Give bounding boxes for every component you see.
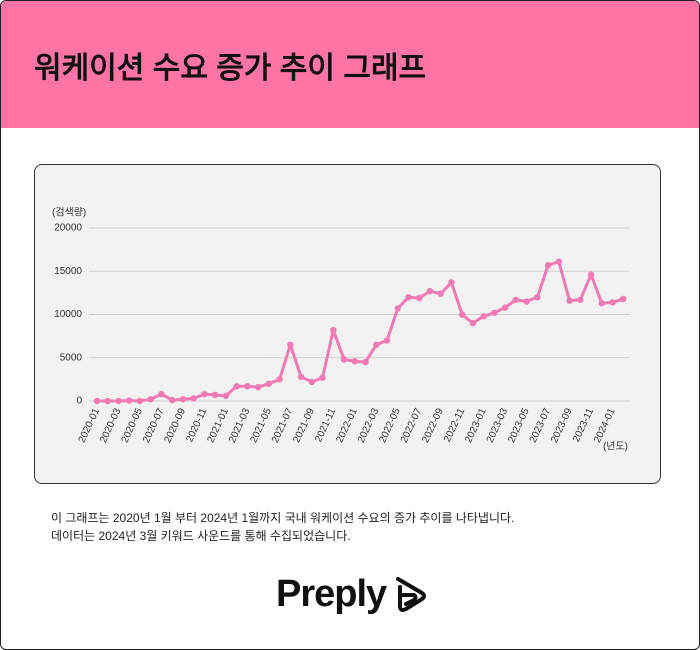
point: [501, 304, 509, 311]
point: [426, 287, 434, 295]
y-tick-label: 5000: [60, 352, 83, 363]
point: [480, 313, 487, 320]
point: [168, 396, 176, 404]
description: 이 그래프는 2020년 1월 부터 2024년 1월까지 국내 워케이션 수요…: [51, 509, 514, 545]
point: [598, 300, 605, 307]
point: [394, 305, 401, 312]
point: [179, 396, 187, 403]
title: 워케이션 수요 증가 추이 그래프: [34, 51, 427, 85]
point: [126, 397, 133, 404]
point: [287, 341, 294, 348]
header: 워케이션 수요 증가 추이 그래프: [1, 1, 699, 128]
logo-icon: [396, 576, 427, 612]
point: [491, 309, 498, 316]
point: [566, 297, 573, 304]
point: [534, 294, 541, 301]
point: [351, 358, 358, 365]
line: [97, 260, 624, 403]
description-line: 데이터는 2024년 3월 키워드 사운드를 통해 수집되었습니다.: [51, 529, 351, 543]
point: [362, 358, 369, 366]
point: [158, 390, 165, 398]
point: [330, 326, 337, 334]
y-axis-label: (검색량): [52, 207, 86, 219]
point: [254, 383, 262, 391]
point: [93, 397, 101, 405]
point: [373, 341, 380, 348]
point: [136, 397, 144, 405]
point: [233, 383, 240, 390]
y-tick-label: 15000: [54, 266, 82, 277]
point: [201, 390, 208, 398]
point: [319, 374, 326, 381]
point: [469, 319, 477, 327]
chart-box: (검색량) (년도) 0 5000 10000 15000 20000 2020-01 20…: [34, 164, 661, 484]
point: [244, 383, 251, 390]
point: [523, 298, 530, 305]
point: [620, 295, 627, 303]
description-line: 이 그래프는 2020년 1월 부터 2024년 1월까지 국내 워케이션 수요…: [51, 511, 515, 525]
point: [190, 395, 197, 402]
point: [147, 396, 154, 403]
point: [405, 294, 412, 301]
y-tick-label: 0: [76, 396, 82, 407]
point: [297, 373, 305, 380]
point: [276, 376, 283, 383]
point: [577, 296, 584, 303]
point: [308, 378, 315, 386]
point: [609, 299, 616, 306]
point: [555, 258, 563, 265]
point: [340, 356, 348, 363]
chart: (검색량) (년도) 050001000015000200002020-0120…: [52, 207, 630, 453]
point: [448, 279, 455, 286]
point: [115, 397, 122, 405]
x-tick-label: 2024-01: [592, 406, 618, 444]
logo: Preply: [276, 573, 428, 616]
point: [383, 337, 391, 344]
point: [437, 290, 444, 297]
x-axis-label: (년도): [603, 441, 628, 453]
point: [587, 271, 595, 278]
point: [512, 296, 520, 303]
point: [211, 391, 219, 399]
point: [265, 380, 273, 387]
point: [458, 311, 466, 318]
point: [104, 397, 111, 405]
y-tick-label: 20000: [54, 223, 82, 234]
y-tick-label: 10000: [54, 309, 82, 320]
point: [222, 392, 230, 400]
point: [544, 261, 552, 269]
point: [416, 294, 423, 302]
logo-text: Preply: [276, 573, 387, 615]
